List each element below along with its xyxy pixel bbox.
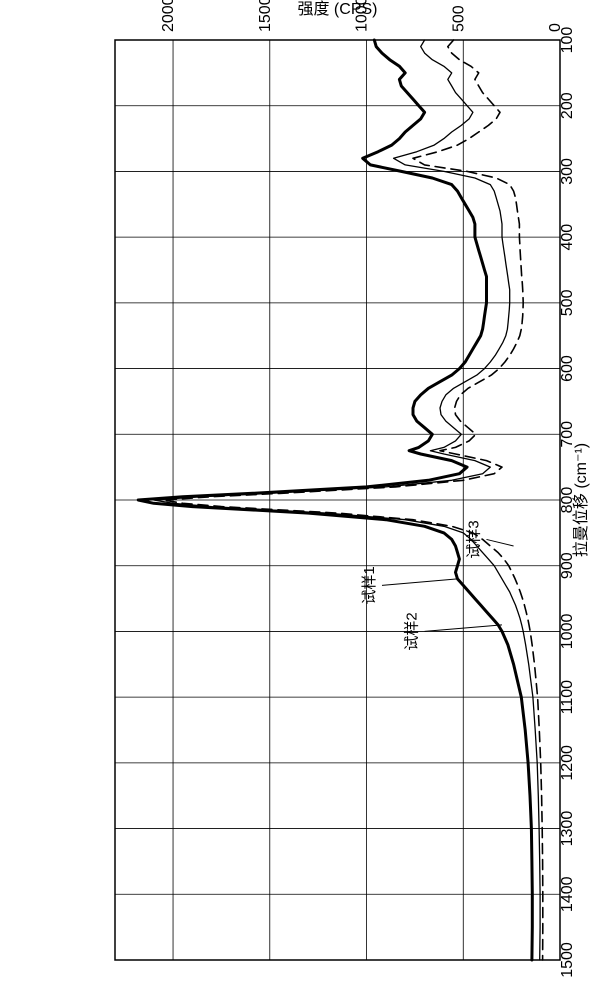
x-tick-label: 1200 [559, 745, 576, 781]
series-label: 试样2 [404, 612, 421, 650]
series-label: 试样1 [361, 566, 378, 604]
x-tick-label: 1100 [559, 680, 576, 715]
x-tick-label: 500 [559, 289, 576, 316]
y-axis-label: 强度 (CPS) [297, 0, 377, 18]
x-axis-label: 拉曼位移 (cm⁻¹) [572, 443, 590, 557]
x-tick-label: 400 [559, 224, 576, 251]
x-tick-label: 600 [559, 355, 576, 382]
x-tick-label: 1300 [559, 811, 576, 847]
raman-spectrum-chart: 试样1试样2试样30500100015002000强度 (CPS)1002003… [0, 0, 592, 1000]
y-tick-label: 2000 [160, 0, 177, 32]
series-label: 试样3 [465, 520, 482, 558]
y-tick-label: 1500 [257, 0, 274, 32]
x-tick-label: 1000 [559, 614, 576, 650]
y-tick-label: 500 [450, 5, 467, 32]
x-tick-label: 200 [559, 92, 576, 119]
x-tick-label: 1400 [559, 876, 576, 912]
chart-container: 试样1试样2试样30500100015002000强度 (CPS)1002003… [0, 0, 592, 1000]
x-tick-label: 100 [559, 27, 576, 54]
x-tick-label: 1500 [559, 942, 576, 978]
x-tick-label: 300 [559, 158, 576, 185]
